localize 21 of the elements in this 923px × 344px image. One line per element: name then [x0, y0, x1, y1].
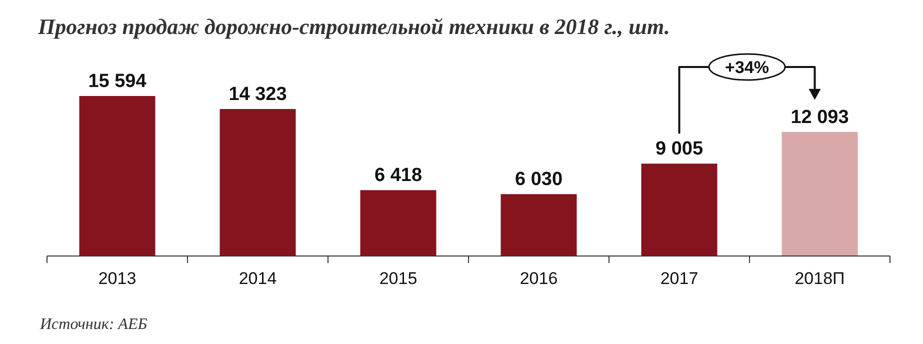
data-label: 14 323: [228, 84, 287, 106]
data-label: 9 005: [655, 138, 704, 160]
bar: [220, 109, 296, 256]
bar: [782, 132, 858, 256]
data-label: 6 030: [514, 169, 563, 190]
text: Источник: АЕБ: [40, 316, 148, 334]
x-tick-label: 2017: [660, 269, 698, 288]
x-tick-label: 2018П: [794, 269, 845, 288]
bar: [641, 164, 718, 256]
x-tick-label: 2014: [238, 269, 277, 288]
data-label: 6 418: [374, 165, 422, 186]
chart-title: Прогноз продаж дорожно-строительной техники в 2018 г., шт.: [38, 14, 670, 40]
text: +34%: [725, 58, 769, 77]
x-tick-label: 2015: [379, 269, 418, 288]
bar: [79, 96, 156, 256]
x-tick-label: 2016: [520, 269, 558, 288]
data-label: 12 093: [790, 106, 849, 128]
bar: [360, 190, 436, 256]
bar: [500, 194, 577, 256]
x-tick-label: 2013: [98, 269, 136, 288]
data-label: 15 594: [88, 71, 147, 92]
